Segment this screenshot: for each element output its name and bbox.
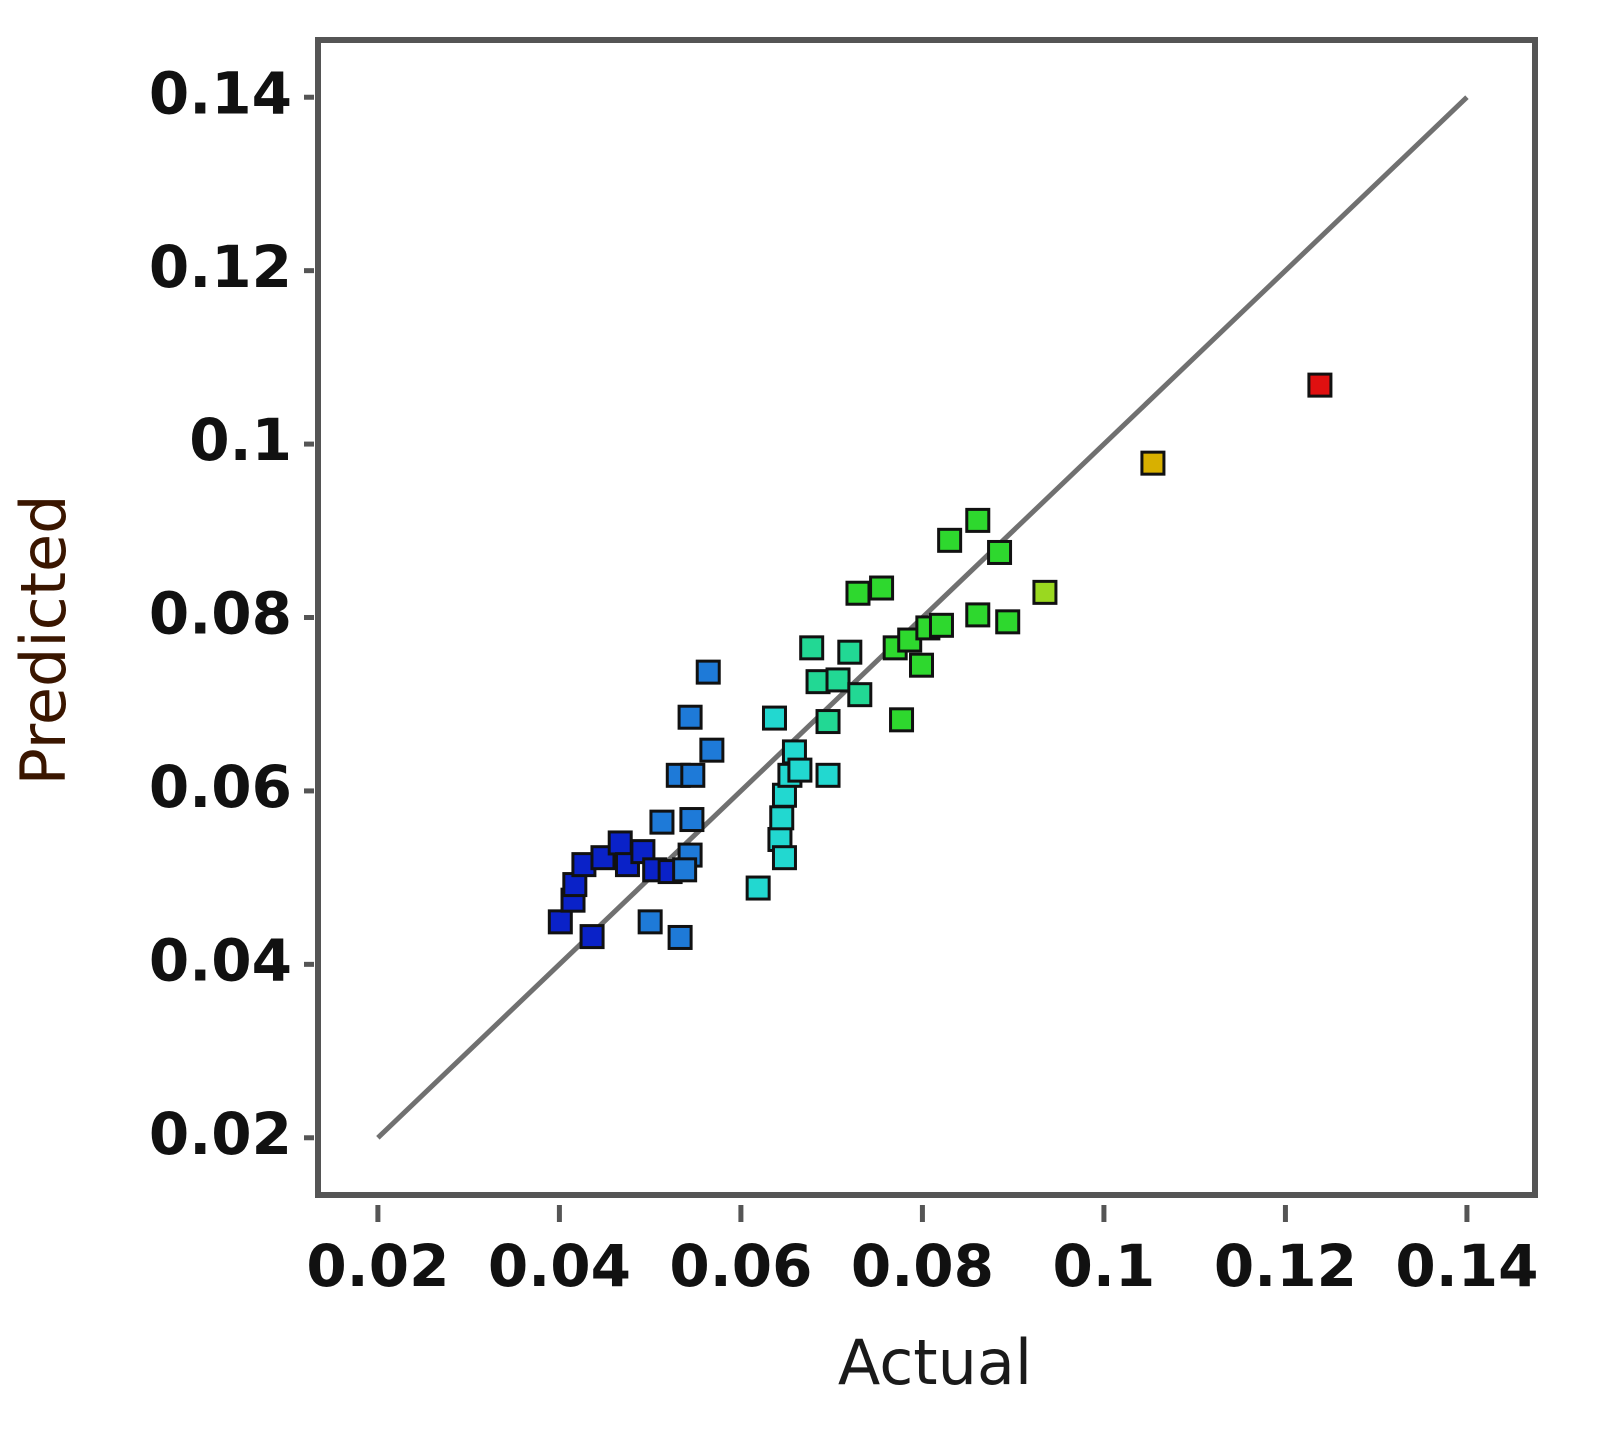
y-axis-label: Predicted	[7, 494, 80, 785]
point	[607, 830, 633, 856]
y-tick-label: 0.08	[149, 580, 292, 648]
y-tick-label: 0.04	[149, 926, 292, 994]
point	[699, 737, 725, 763]
point	[845, 580, 871, 606]
point	[637, 909, 663, 935]
y-tick-label: 0.14	[149, 59, 292, 127]
point	[547, 909, 573, 935]
point	[745, 875, 771, 901]
point	[771, 845, 797, 871]
x-tick-label: 0.1	[1053, 1232, 1156, 1300]
point	[987, 539, 1013, 565]
x-tick-label: 0.02	[306, 1232, 449, 1300]
point	[837, 639, 863, 665]
point	[909, 652, 935, 678]
point	[965, 507, 991, 533]
y-tick-label: 0.02	[149, 1100, 292, 1168]
point	[815, 762, 841, 788]
point	[889, 707, 915, 733]
point	[815, 709, 841, 735]
point	[1307, 372, 1333, 398]
point	[677, 704, 703, 730]
point	[680, 762, 706, 788]
point	[761, 705, 787, 731]
point	[695, 659, 721, 685]
point	[667, 924, 693, 950]
y-tick-label: 0.1	[189, 406, 292, 474]
x-axis-label: Actual	[838, 1326, 1032, 1399]
point	[672, 857, 698, 883]
point	[928, 612, 954, 638]
x-tick-label: 0.06	[669, 1232, 812, 1300]
point	[825, 667, 851, 693]
point	[769, 805, 795, 831]
point	[995, 609, 1021, 635]
point	[1140, 450, 1166, 476]
x-tick-label: 0.08	[851, 1232, 994, 1300]
point	[937, 527, 963, 553]
point	[1032, 579, 1058, 605]
point	[579, 924, 605, 950]
point	[649, 809, 675, 835]
point	[965, 602, 991, 628]
y-tick-label: 0.12	[149, 233, 292, 301]
point	[799, 635, 825, 661]
point	[787, 757, 813, 783]
x-tick-label: 0.14	[1395, 1232, 1538, 1300]
x-tick-label: 0.12	[1214, 1232, 1357, 1300]
point	[847, 682, 873, 708]
y-tick-label: 0.06	[149, 753, 292, 821]
point	[869, 575, 895, 601]
point	[679, 807, 705, 833]
x-tick-label: 0.04	[488, 1232, 631, 1300]
